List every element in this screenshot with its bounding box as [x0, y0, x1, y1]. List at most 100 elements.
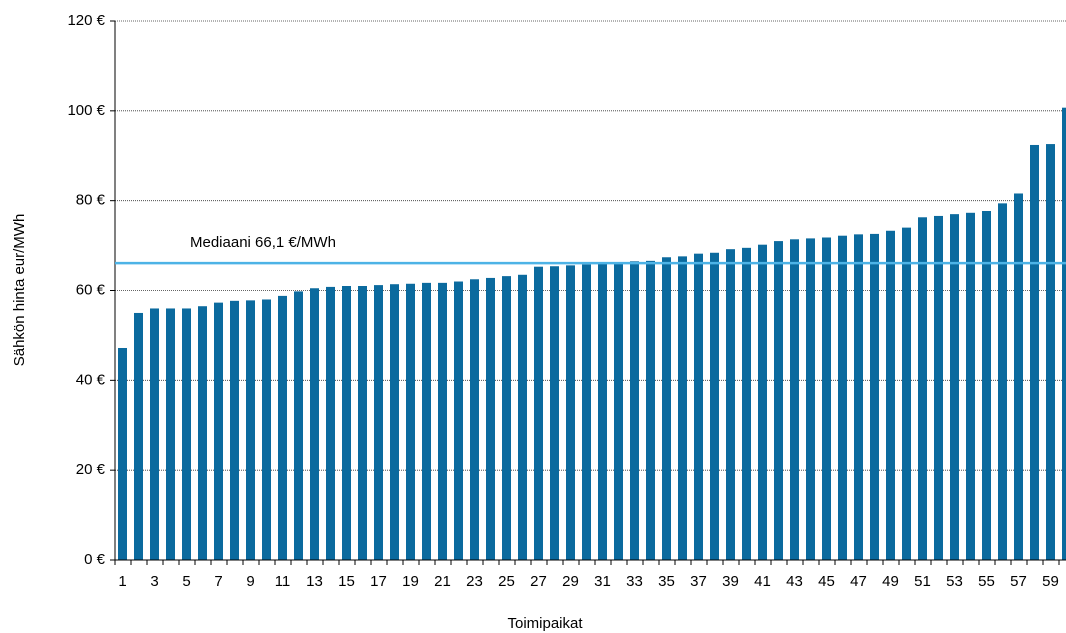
- bar: [166, 308, 175, 560]
- x-tick-label: 3: [150, 573, 158, 590]
- bar: [278, 295, 287, 560]
- x-tick-label: 23: [466, 573, 483, 590]
- x-tick-label: 7: [214, 573, 222, 590]
- bar: [918, 217, 927, 560]
- x-tick-label: 51: [914, 573, 931, 590]
- bar: [966, 212, 975, 560]
- bar: [598, 263, 607, 560]
- bar: [118, 347, 127, 560]
- x-tick-label: 15: [338, 573, 355, 590]
- bar: [486, 277, 495, 560]
- bar: [406, 283, 415, 560]
- bar: [438, 282, 447, 560]
- bar: [710, 252, 719, 560]
- bar: [838, 235, 847, 560]
- y-tick-label: 100 €: [67, 102, 105, 119]
- x-tick-label: 57: [1010, 573, 1027, 590]
- x-tick-label: 53: [946, 573, 963, 590]
- x-axis-title: Toimipaikat: [507, 615, 583, 632]
- x-tick-label: 29: [562, 573, 579, 590]
- bar: [246, 300, 255, 560]
- bar: [566, 265, 575, 560]
- x-tick-label: 17: [370, 573, 387, 590]
- bar: [726, 249, 735, 560]
- bar: [742, 247, 751, 560]
- x-tick-label: 5: [182, 573, 190, 590]
- bar: [582, 264, 591, 560]
- bar: [198, 306, 207, 560]
- x-tick-label: 55: [978, 573, 995, 590]
- y-axis-title: Sähkön hinta eur/MWh: [11, 214, 28, 367]
- bar: [694, 253, 703, 560]
- x-tick-label: 27: [530, 573, 547, 590]
- bar: [214, 302, 223, 560]
- y-tick-label: 0 €: [84, 551, 106, 568]
- bar: [310, 288, 319, 560]
- bar: [550, 266, 559, 560]
- bar: [134, 312, 143, 560]
- bar: [262, 299, 271, 560]
- y-tick-label: 120 €: [67, 12, 105, 29]
- x-tick-label: 1: [118, 573, 126, 590]
- bar: [150, 308, 159, 560]
- bar: [790, 239, 799, 561]
- bar: [998, 203, 1007, 560]
- bar: [294, 291, 303, 560]
- bar: [950, 214, 959, 560]
- x-tick-label: 11: [275, 573, 291, 590]
- bar: [342, 286, 351, 560]
- bar: [230, 300, 239, 560]
- y-tick-label: 40 €: [76, 371, 106, 388]
- bar: [854, 234, 863, 560]
- bar: [678, 256, 687, 560]
- bar: [374, 285, 383, 560]
- bar: [870, 233, 879, 560]
- x-tick-label: 59: [1042, 573, 1059, 590]
- x-tick-label: 35: [658, 573, 675, 590]
- y-tick-label: 60 €: [76, 281, 106, 298]
- x-tick-label: 45: [818, 573, 835, 590]
- bar: [758, 244, 767, 560]
- bar: [1046, 144, 1055, 561]
- bar: [1030, 144, 1039, 560]
- bar: [646, 260, 655, 560]
- bar: [1062, 107, 1066, 561]
- x-tick-label: 49: [882, 573, 899, 590]
- bar: [502, 276, 511, 560]
- bar: [630, 261, 639, 560]
- x-tick-label: 43: [786, 573, 803, 590]
- x-tick-label: 39: [722, 573, 739, 590]
- x-tick-label: 19: [402, 573, 419, 590]
- x-tick-label: 37: [690, 573, 707, 590]
- x-tick-label: 41: [754, 573, 771, 590]
- y-tick-label: 20 €: [76, 461, 106, 478]
- x-tick-label: 31: [594, 573, 611, 590]
- x-tick-label: 21: [434, 573, 451, 590]
- bar: [470, 279, 479, 560]
- x-tick-label: 9: [246, 573, 254, 590]
- x-tick-label: 47: [850, 573, 867, 590]
- y-tick-label: 80 €: [76, 192, 106, 209]
- bar: [902, 227, 911, 560]
- bar: [326, 286, 335, 560]
- bar: [982, 210, 991, 560]
- x-tick-label: 25: [498, 573, 515, 590]
- bar: [358, 286, 367, 560]
- bar: [806, 238, 815, 560]
- bar: [182, 308, 191, 560]
- bar: [934, 215, 943, 560]
- bar: [534, 266, 543, 560]
- median-label: Mediaani 66,1 €/MWh: [190, 234, 336, 251]
- bar: [422, 282, 431, 560]
- bar: [614, 262, 623, 560]
- bar: [822, 237, 831, 560]
- bar: [518, 274, 527, 560]
- x-tick-label: 33: [626, 573, 643, 590]
- bar: [886, 230, 895, 560]
- bar: [774, 241, 783, 560]
- x-tick-label: 13: [306, 573, 323, 590]
- bar: [1014, 193, 1023, 561]
- bar: [390, 284, 399, 560]
- bar: [662, 257, 671, 560]
